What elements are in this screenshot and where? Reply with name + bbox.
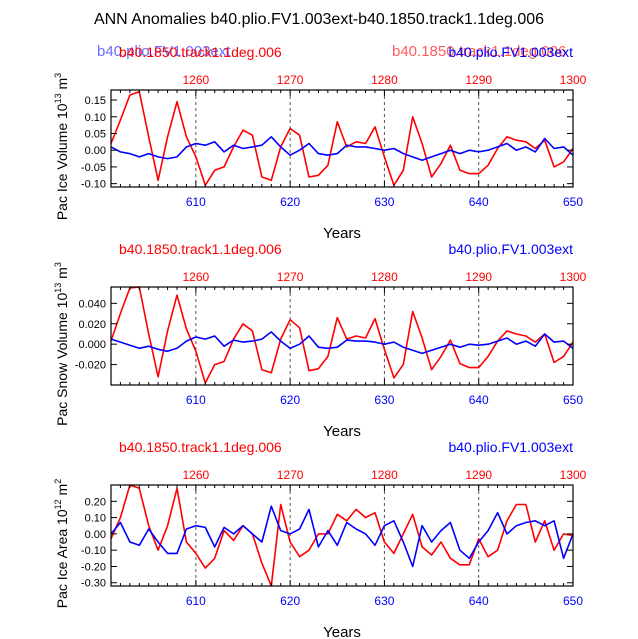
top-right-label: b40.plio.FV1.003ext <box>448 439 573 455</box>
y-tick-label: 0.10 <box>85 513 106 525</box>
y-tick-label: -0.10 <box>81 545 106 557</box>
y-axis-title-unit-exponent: 3 <box>53 262 63 267</box>
chart-panel: 610 620 630 640 650 1260 1270 1280 1290 1300 0.040… <box>53 241 587 440</box>
y-axis-title-text: Pac Ice Area 10 <box>54 509 70 608</box>
top-tick-label: 1260 <box>183 270 210 284</box>
y-axis-title-exponent: 12 <box>53 499 63 509</box>
series-line-blue <box>110 505 574 568</box>
y-tick-label: 0.020 <box>78 319 106 331</box>
top-tick-label: 1270 <box>277 468 304 482</box>
plot-frame <box>110 484 574 587</box>
y-axis-title-unit: m <box>54 484 70 500</box>
top-tick-label: 1300 <box>560 468 587 482</box>
series-line-blue <box>110 136 574 161</box>
chart-panel: 610 620 630 640 650 1260 1270 1280 1290 1300 0.15 0… <box>53 44 587 242</box>
series-line-red <box>110 484 574 587</box>
top-right-label: b40.plio.FV1.003ext <box>448 241 573 257</box>
y-tick-label: 0.000 <box>78 339 106 351</box>
top-left-label: b40.1850.track1.1deg.006 <box>119 44 282 60</box>
x-tick-label: 640 <box>469 393 489 407</box>
top-tick-label: 1280 <box>371 468 398 482</box>
top-tick-label: 1280 <box>371 270 398 284</box>
x-axis-title: Years <box>323 624 361 639</box>
series-line-red <box>110 286 574 384</box>
x-tick-label: 650 <box>563 195 583 209</box>
series-line-blue <box>110 331 574 355</box>
top-left-label: b40.1850.track1.1deg.006 <box>119 439 282 455</box>
y-axis-title-exponent: 13 <box>53 283 63 293</box>
top-tick-label: 1260 <box>183 468 210 482</box>
y-tick-label: 0.15 <box>85 95 106 107</box>
plot-frame <box>110 89 574 188</box>
y-tick-label: 0.00 <box>85 529 106 541</box>
y-axis-title: Pac Snow Volume 1013 m3 <box>53 262 70 426</box>
x-tick-label: 640 <box>469 594 489 608</box>
series-line-red <box>110 90 574 187</box>
top-tick-label: 1300 <box>560 270 587 284</box>
y-axis-title-text: Pac Snow Volume 10 <box>54 293 70 426</box>
x-tick-label: 620 <box>280 195 300 209</box>
y-tick-label: -0.10 <box>81 179 106 191</box>
y-tick-label: 0.20 <box>85 496 106 508</box>
x-tick-label: 630 <box>374 195 394 209</box>
plot-frame <box>110 286 574 386</box>
top-tick-label: 1290 <box>465 73 492 87</box>
top-tick-label: 1270 <box>277 270 304 284</box>
top-tick-label: 1280 <box>371 73 398 87</box>
x-tick-label: 610 <box>186 594 206 608</box>
x-tick-label: 610 <box>186 195 206 209</box>
y-tick-label: 0.00 <box>85 145 106 157</box>
y-tick-label: 0.040 <box>78 298 106 310</box>
top-tick-label: 1290 <box>465 468 492 482</box>
x-tick-label: 640 <box>469 195 489 209</box>
top-left-label: b40.1850.track1.1deg.006 <box>119 241 282 257</box>
y-axis-title-unit: m <box>54 78 70 94</box>
top-tick-label: 1260 <box>183 73 210 87</box>
top-tick-label: 1290 <box>465 270 492 284</box>
overlay-blue-label: b40.plio.FV1.003ext <box>97 43 231 60</box>
x-tick-label: 630 <box>374 393 394 407</box>
y-axis-title-unit-exponent: 2 <box>53 479 63 484</box>
x-tick-label: 650 <box>563 594 583 608</box>
y-axis-title-unit: m <box>54 267 70 283</box>
overlay-red-label: b40.1850.track1.1deg.006 <box>392 43 566 60</box>
y-tick-label: -0.020 <box>75 360 106 372</box>
x-tick-label: 620 <box>280 393 300 407</box>
x-axis-title: Years <box>323 225 361 242</box>
chart-panel: 610 620 630 640 650 1260 1270 1280 1290 1300 0.20 0… <box>53 439 587 639</box>
y-axis-title: Pac Ice Area 1012 m2 <box>53 479 70 608</box>
y-tick-label: -0.30 <box>81 578 106 590</box>
y-axis-title: Pac Ice Volume 1013 m3 <box>53 73 70 220</box>
top-tick-label: 1300 <box>560 73 587 87</box>
y-tick-label: -0.05 <box>81 162 106 174</box>
x-tick-label: 650 <box>563 393 583 407</box>
top-right-label: b40.plio.FV1.003ext <box>448 44 573 60</box>
y-tick-label: -0.20 <box>81 561 106 573</box>
x-tick-label: 630 <box>374 594 394 608</box>
y-axis-title-exponent: 13 <box>53 93 63 103</box>
x-axis-title: Years <box>323 423 361 440</box>
y-tick-label: 0.05 <box>85 128 106 140</box>
x-tick-label: 610 <box>186 393 206 407</box>
y-tick-label: 0.10 <box>85 112 106 124</box>
figure-title: ANN Anomalies b40.plio.FV1.003ext-b40.18… <box>94 11 544 28</box>
panels: 610 620 630 640 650 1260 1270 1280 1290 1300 0.15 0… <box>53 44 587 639</box>
y-axis-title-text: Pac Ice Volume 10 <box>54 103 70 220</box>
top-tick-label: 1270 <box>277 73 304 87</box>
x-tick-label: 620 <box>280 594 300 608</box>
y-axis-title-unit-exponent: 3 <box>53 73 63 78</box>
